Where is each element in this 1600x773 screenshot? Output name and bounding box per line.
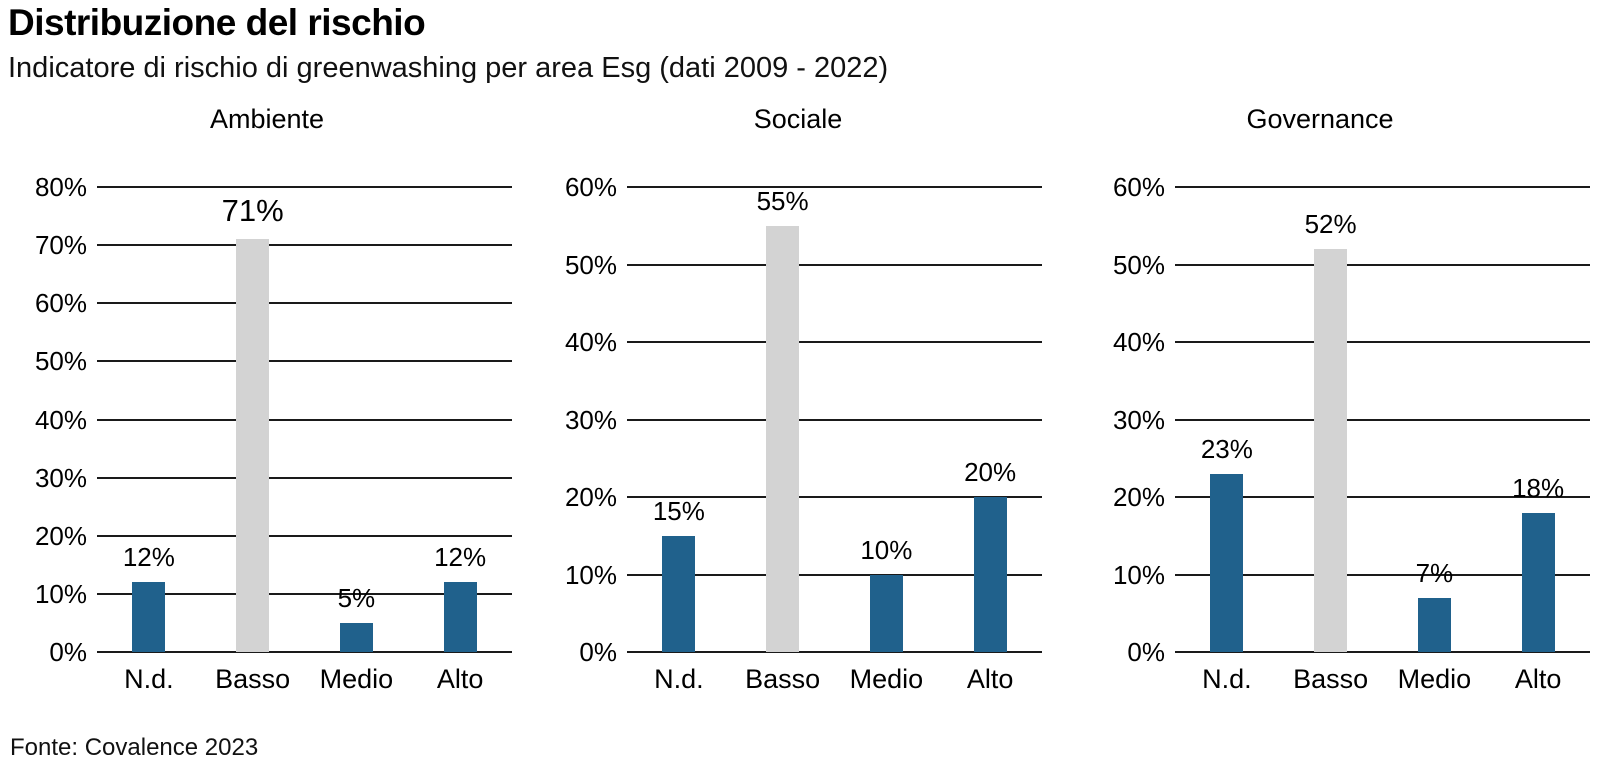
bar-sociale-alto (973, 497, 1007, 652)
bar-value-label-ambiente-basso: 71% (221, 193, 284, 229)
bar-ambiente-nd (132, 582, 166, 652)
gridline-sociale-60 (627, 186, 1042, 188)
y-tick-ambiente-30: 30% (34, 462, 87, 493)
gridline-governance-0 (1175, 651, 1590, 653)
gridline-ambiente-40 (97, 418, 512, 421)
y-tick-ambiente-40: 40% (34, 404, 87, 435)
y-tick-ambiente-20: 20% (34, 520, 87, 551)
bar-sociale-medio (869, 574, 903, 652)
gridline-sociale-30 (627, 418, 1042, 421)
chart-title-governance: Governance (1246, 104, 1394, 134)
gridline-governance-30 (1175, 418, 1590, 421)
x-label-governance-medio: Medio (1397, 664, 1472, 694)
bar-governance-alto (1521, 512, 1555, 652)
bar-governance-nd (1210, 473, 1244, 652)
x-label-governance-alto: Alto (1514, 664, 1562, 694)
bar-value-label-governance-alto: 18% (1512, 472, 1565, 503)
gridline-sociale-20 (627, 496, 1042, 498)
y-tick-sociale-20: 20% (564, 482, 617, 512)
y-tick-governance-40: 40% (1112, 327, 1165, 357)
bar-value-label-governance-nd: 23% (1200, 433, 1253, 464)
y-tick-sociale-10: 10% (564, 559, 617, 590)
y-tick-ambiente-80: 80% (34, 172, 87, 202)
bar-value-label-governance-medio: 7% (1415, 557, 1454, 588)
bar-governance-basso (1314, 249, 1348, 652)
y-tick-ambiente-10: 10% (34, 578, 87, 609)
bar-value-label-ambiente-medio: 5% (337, 582, 376, 613)
x-label-ambiente-medio: Medio (319, 664, 394, 694)
chart-title-ambiente: Ambiente (209, 104, 325, 134)
source-note: Fonte: Covalence 2023 (10, 734, 259, 761)
y-tick-sociale-40: 40% (564, 327, 617, 357)
x-label-ambiente-nd: N.d. (124, 664, 174, 694)
bar-value-label-sociale-alto: 20% (964, 457, 1017, 487)
x-label-ambiente-basso: Basso (215, 664, 291, 694)
chart-title-sociale: Sociale (753, 104, 843, 134)
gridline-governance-50 (1175, 263, 1590, 266)
bar-ambiente-alto (443, 582, 477, 652)
x-label-governance-basso: Basso (1293, 664, 1369, 694)
y-tick-ambiente-0: 0% (49, 637, 87, 667)
gridline-ambiente-30 (97, 476, 512, 479)
bar-sociale-basso (766, 225, 800, 652)
y-tick-governance-50: 50% (1112, 249, 1165, 280)
page-subtitle: Indicatore di rischio di greenwashing pe… (8, 52, 889, 84)
y-tick-sociale-30: 30% (564, 404, 617, 435)
x-label-sociale-medio: Medio (849, 664, 924, 694)
gridline-governance-60 (1175, 186, 1590, 188)
gridline-governance-40 (1175, 341, 1590, 343)
bar-governance-medio (1417, 597, 1451, 652)
bar-value-label-sociale-medio: 10% (860, 534, 913, 565)
gridline-ambiente-0 (97, 651, 512, 653)
page-title: Distribuzione del rischio (8, 2, 426, 43)
gridline-ambiente-80 (97, 186, 512, 188)
x-label-sociale-alto: Alto (966, 664, 1014, 694)
y-tick-sociale-60: 60% (564, 172, 617, 202)
x-label-ambiente-alto: Alto (436, 664, 484, 694)
y-tick-governance-30: 30% (1112, 404, 1165, 435)
bar-ambiente-basso (236, 239, 270, 652)
gridline-ambiente-60 (97, 302, 512, 305)
bar-value-label-ambiente-alto: 12% (434, 542, 487, 573)
y-tick-governance-20: 20% (1112, 482, 1165, 512)
x-label-sociale-nd: N.d. (654, 664, 704, 694)
gridline-governance-10 (1175, 573, 1590, 576)
gridline-ambiente-50 (97, 360, 512, 363)
gridline-ambiente-70 (97, 244, 512, 247)
bar-sociale-nd (662, 535, 696, 652)
y-tick-sociale-50: 50% (564, 249, 617, 280)
x-label-sociale-basso: Basso (745, 664, 821, 694)
y-tick-governance-60: 60% (1112, 172, 1165, 202)
gridline-sociale-0 (627, 651, 1042, 653)
y-tick-ambiente-70: 70% (34, 230, 87, 261)
gridline-ambiente-10 (97, 592, 512, 595)
gridline-sociale-50 (627, 263, 1042, 266)
gridline-sociale-40 (627, 341, 1042, 343)
bar-value-label-governance-basso: 52% (1304, 209, 1357, 239)
gridline-sociale-10 (627, 573, 1042, 576)
bar-ambiente-medio (339, 622, 373, 652)
gridline-ambiente-20 (97, 534, 512, 537)
bar-value-label-sociale-basso: 55% (756, 185, 809, 216)
x-label-governance-nd: N.d. (1202, 664, 1252, 694)
bar-value-label-sociale-nd: 15% (652, 495, 705, 526)
y-tick-ambiente-60: 60% (34, 288, 87, 319)
bar-value-label-ambiente-nd: 12% (122, 542, 175, 573)
y-tick-governance-0: 0% (1127, 637, 1165, 667)
gridline-governance-20 (1175, 496, 1590, 498)
y-tick-ambiente-50: 50% (34, 346, 87, 377)
y-tick-sociale-0: 0% (579, 637, 617, 667)
y-tick-governance-10: 10% (1112, 559, 1165, 590)
